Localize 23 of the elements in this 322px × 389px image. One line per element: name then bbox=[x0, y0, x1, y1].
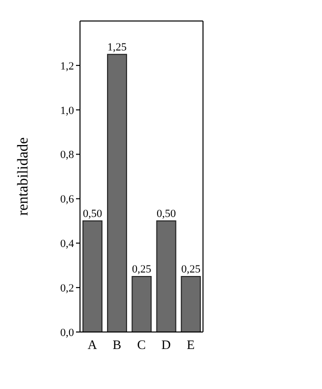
x-tick-label: E bbox=[186, 337, 195, 352]
y-axis-title: rentabilidade bbox=[15, 137, 32, 216]
bar bbox=[107, 54, 128, 332]
bar bbox=[132, 276, 152, 332]
y-tick-label: 1,0 bbox=[60, 104, 74, 117]
y-tick-label: 0,4 bbox=[60, 238, 74, 250]
y-tick-label: 0,2 bbox=[60, 282, 74, 294]
data-label: 1,25 bbox=[107, 41, 128, 54]
data-label: 0,25 bbox=[132, 263, 152, 276]
bar bbox=[82, 220, 102, 332]
y-tick-label: 0,6 bbox=[60, 194, 74, 206]
x-tick-label: A bbox=[88, 337, 98, 352]
x-tick-label: D bbox=[161, 337, 171, 352]
x-tick-label: C bbox=[137, 337, 146, 352]
y-tick-label: 0,8 bbox=[60, 149, 74, 162]
data-label: 0,50 bbox=[82, 208, 103, 220]
y-tick-label: 1,2 bbox=[60, 60, 74, 72]
y-tick-label: 0,0 bbox=[60, 326, 74, 339]
bar bbox=[180, 276, 201, 332]
data-label: 0,50 bbox=[156, 208, 176, 220]
x-tick-label: B bbox=[112, 337, 122, 352]
bar bbox=[156, 220, 176, 332]
data-label: 0,25 bbox=[181, 263, 201, 276]
